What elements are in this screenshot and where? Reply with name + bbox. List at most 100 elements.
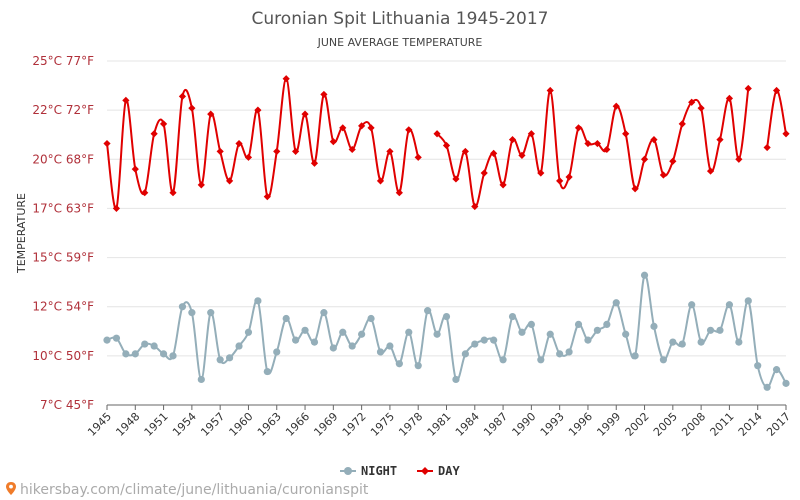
night-point[interactable] xyxy=(612,299,620,307)
night-point[interactable] xyxy=(254,297,262,305)
day-point[interactable] xyxy=(499,181,507,189)
day-point[interactable] xyxy=(735,155,743,163)
day-point[interactable] xyxy=(188,104,196,112)
night-point[interactable] xyxy=(424,307,432,315)
night-point[interactable] xyxy=(537,356,545,364)
day-point[interactable] xyxy=(442,141,451,150)
day-point[interactable] xyxy=(697,104,705,112)
night-point[interactable] xyxy=(131,350,139,358)
night-point[interactable] xyxy=(471,340,479,348)
day-point[interactable] xyxy=(103,139,111,148)
day-point[interactable] xyxy=(329,137,337,146)
day-point[interactable] xyxy=(216,147,224,156)
night-point[interactable] xyxy=(527,320,535,329)
day-point[interactable] xyxy=(782,130,790,138)
night-point[interactable] xyxy=(744,297,752,305)
day-point[interactable] xyxy=(716,136,724,144)
night-point[interactable] xyxy=(103,336,111,344)
night-point[interactable] xyxy=(112,334,121,342)
day-point[interactable] xyxy=(292,147,300,156)
day-point[interactable] xyxy=(659,171,668,179)
night-point[interactable] xyxy=(282,314,290,323)
day-point[interactable] xyxy=(376,177,385,185)
day-point[interactable] xyxy=(367,124,375,132)
day-point[interactable] xyxy=(263,193,271,201)
day-point[interactable] xyxy=(518,151,526,159)
day-point[interactable] xyxy=(112,204,121,213)
night-point[interactable] xyxy=(669,338,677,346)
day-point[interactable] xyxy=(480,169,488,177)
day-point[interactable] xyxy=(471,202,479,211)
night-point[interactable] xyxy=(697,338,705,346)
night-point[interactable] xyxy=(461,350,469,358)
night-point[interactable] xyxy=(678,340,686,348)
night-point[interactable] xyxy=(706,326,715,334)
day-point[interactable] xyxy=(763,143,771,152)
night-point[interactable] xyxy=(197,375,205,384)
night-point[interactable] xyxy=(754,362,762,370)
day-point[interactable] xyxy=(273,147,281,156)
day-point[interactable] xyxy=(320,90,328,99)
day-point[interactable] xyxy=(395,189,403,197)
night-point[interactable] xyxy=(188,309,196,317)
day-point[interactable] xyxy=(612,102,620,110)
day-point[interactable] xyxy=(348,145,356,154)
night-point[interactable] xyxy=(508,312,517,321)
day-point[interactable] xyxy=(631,185,639,193)
day-point[interactable] xyxy=(225,177,234,185)
day-point[interactable] xyxy=(254,106,262,114)
day-point[interactable] xyxy=(574,124,583,132)
night-point[interactable] xyxy=(480,336,488,344)
night-point[interactable] xyxy=(301,326,309,334)
night-point[interactable] xyxy=(631,352,639,360)
day-point[interactable] xyxy=(131,165,139,173)
day-point[interactable] xyxy=(622,130,630,138)
night-point[interactable] xyxy=(452,375,460,384)
night-point[interactable] xyxy=(225,354,234,362)
night-point[interactable] xyxy=(244,328,253,336)
night-point[interactable] xyxy=(216,356,224,364)
legend-item-night[interactable]: NIGHT xyxy=(340,464,397,478)
day-point[interactable] xyxy=(339,124,347,132)
night-point[interactable] xyxy=(640,271,649,279)
day-point[interactable] xyxy=(650,136,658,144)
day-point[interactable] xyxy=(688,98,696,106)
day-point[interactable] xyxy=(301,110,309,118)
night-point[interactable] xyxy=(141,340,149,348)
night-point[interactable] xyxy=(546,330,554,338)
night-point[interactable] xyxy=(603,320,611,329)
night-point[interactable] xyxy=(310,338,319,346)
day-point[interactable] xyxy=(678,120,686,128)
legend-item-day[interactable]: DAY xyxy=(417,464,460,478)
night-point[interactable] xyxy=(622,330,630,338)
day-point[interactable] xyxy=(358,122,366,130)
day-point[interactable] xyxy=(197,181,205,189)
night-point[interactable] xyxy=(122,350,130,358)
day-point[interactable] xyxy=(725,94,734,102)
day-point[interactable] xyxy=(565,173,573,181)
day-point[interactable] xyxy=(169,189,177,197)
night-point[interactable] xyxy=(414,362,422,370)
day-point[interactable] xyxy=(386,147,394,156)
day-point[interactable] xyxy=(178,92,187,100)
night-point[interactable] xyxy=(169,352,177,360)
night-point[interactable] xyxy=(339,328,347,336)
day-point[interactable] xyxy=(159,120,168,128)
night-point[interactable] xyxy=(235,342,243,350)
day-point[interactable] xyxy=(150,130,158,138)
night-point[interactable] xyxy=(292,336,300,344)
day-point[interactable] xyxy=(405,126,413,134)
day-point[interactable] xyxy=(244,153,253,161)
day-point[interactable] xyxy=(282,75,290,83)
night-point[interactable] xyxy=(725,301,734,309)
night-point[interactable] xyxy=(688,301,696,309)
day-point[interactable] xyxy=(452,175,460,183)
day-point[interactable] xyxy=(772,86,781,95)
day-point[interactable] xyxy=(584,139,592,148)
day-point[interactable] xyxy=(433,130,441,138)
night-point[interactable] xyxy=(574,320,583,329)
day-point[interactable] xyxy=(546,86,554,95)
day-point[interactable] xyxy=(508,136,517,144)
day-point[interactable] xyxy=(207,110,215,118)
night-point[interactable] xyxy=(518,328,526,336)
